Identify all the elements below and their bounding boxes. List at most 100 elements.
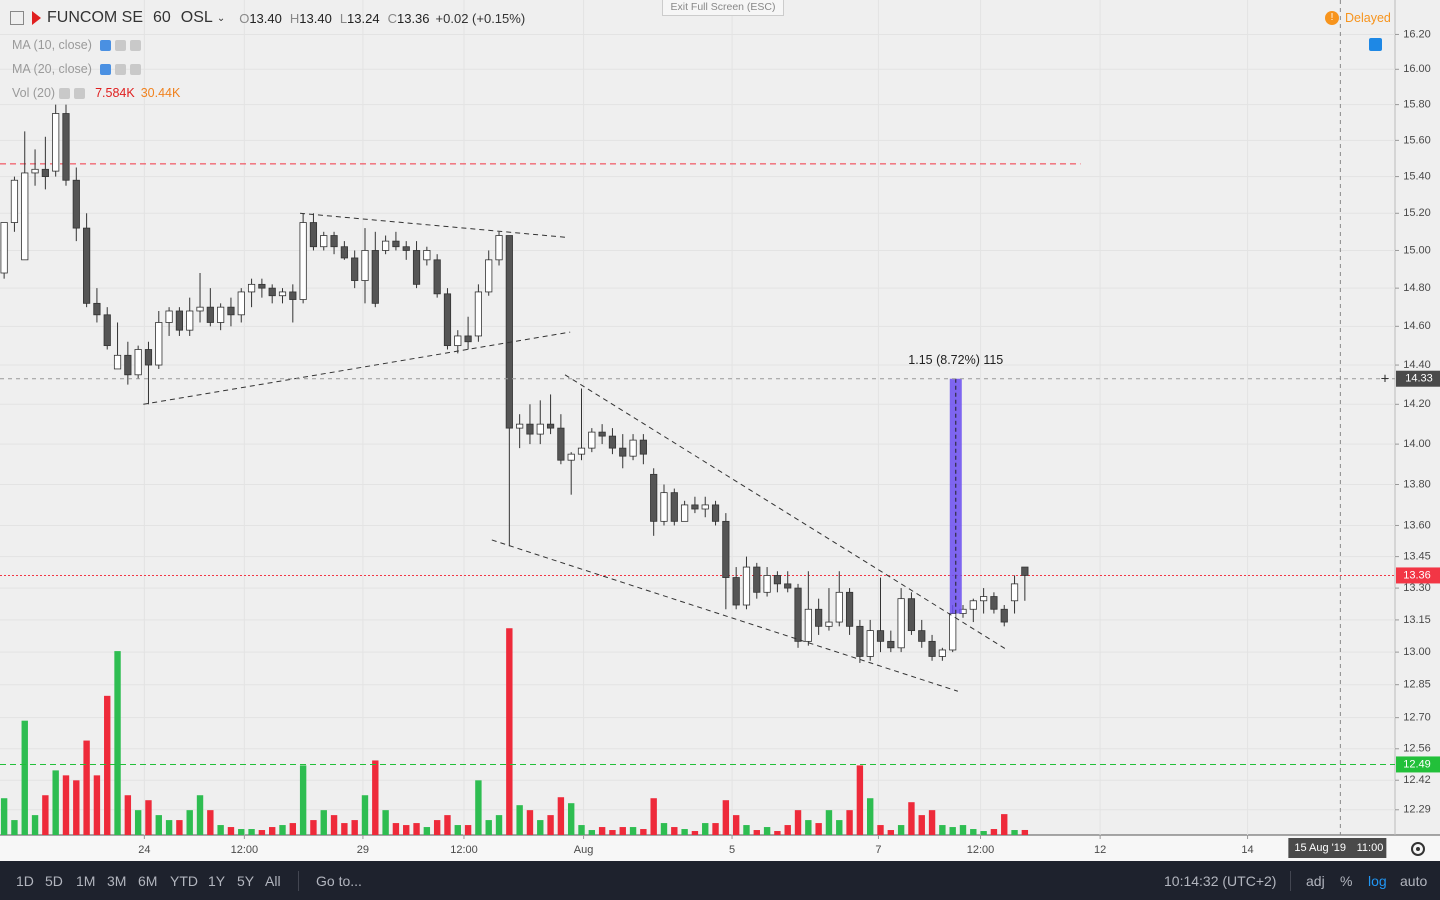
- crosshair-date: 15 Aug '19: [1294, 842, 1346, 854]
- change: +0.02 (+0.15%): [435, 10, 526, 26]
- range-button[interactable]: YTD: [170, 873, 198, 889]
- candle-body: [918, 630, 926, 642]
- volume-bar: [1011, 830, 1018, 835]
- candle-body: [485, 259, 493, 293]
- volume-bar: [52, 770, 59, 835]
- x-tick-label: 5: [729, 844, 735, 856]
- settings-icon[interactable]: [1411, 842, 1425, 856]
- scale-option[interactable]: auto: [1400, 873, 1428, 889]
- candle-body: [928, 640, 936, 657]
- price-lines: [0, 163, 1395, 765]
- volume-bar: [268, 827, 276, 835]
- remove-icon[interactable]: [129, 39, 141, 51]
- add-alert[interactable]: +: [1381, 371, 1390, 388]
- interval[interactable]: 60: [153, 9, 171, 26]
- settings-icon[interactable]: [114, 63, 126, 75]
- candle-body: [907, 598, 916, 632]
- candle-body: [505, 235, 513, 429]
- candle-body: [361, 250, 369, 281]
- candle-body: [423, 250, 431, 261]
- candle-body: [196, 306, 204, 312]
- collapse-icon[interactable]: [10, 11, 24, 25]
- scale-option[interactable]: log: [1368, 873, 1387, 889]
- volume-bar: [784, 825, 791, 835]
- volume-bar: [155, 815, 162, 835]
- candle-body: [1021, 566, 1029, 576]
- compare-icon[interactable]: [1369, 38, 1382, 51]
- volume-bar: [176, 820, 183, 835]
- ohlc-key: H: [289, 10, 300, 26]
- volume-bar: [444, 815, 451, 835]
- goto-button[interactable]: Go to...: [316, 873, 362, 889]
- candle-body: [83, 227, 91, 304]
- exit-fullscreen[interactable]: Exit Full Screen (ESC): [662, 0, 784, 16]
- range-button[interactable]: 5Y: [237, 873, 255, 889]
- settings-icon[interactable]: [114, 39, 126, 51]
- range-button[interactable]: 1Y: [208, 873, 226, 889]
- scale-option[interactable]: adj: [1306, 873, 1325, 889]
- candle-body: [567, 453, 575, 461]
- candle-body: [835, 591, 843, 623]
- volume-bar: [949, 827, 956, 835]
- range-button[interactable]: 1D: [16, 873, 34, 889]
- volume-bar: [495, 815, 503, 835]
- volume-bar: [578, 825, 585, 835]
- candle-body: [382, 240, 390, 251]
- candle-body: [113, 354, 122, 370]
- candle-body: [247, 283, 256, 293]
- volume-bar: [93, 775, 101, 835]
- volume-bar: [753, 830, 760, 835]
- candle-body: [320, 235, 328, 248]
- x-tick-label: 7: [875, 844, 881, 856]
- symbol-header: FUNCOM SE 60 OSL ⌄ O 13.40 H 13.40 L 13.24 C 13…: [10, 9, 525, 27]
- candle-body: [526, 423, 534, 435]
- grid: [0, 0, 1395, 835]
- candle-body: [443, 293, 452, 347]
- remove-icon[interactable]: [129, 63, 141, 75]
- y-tick-label: 14.60: [1403, 320, 1431, 332]
- volume-bar: [918, 815, 925, 835]
- candle-body: [681, 504, 689, 522]
- delayed-status: ! Delayed: [1325, 11, 1391, 25]
- candle-body: [227, 306, 235, 316]
- candle-body: [21, 172, 29, 261]
- ohlc-key: C: [387, 10, 397, 26]
- candle-body: [691, 504, 699, 510]
- candle-body: [763, 575, 771, 593]
- x-tick-label: 12:00: [967, 844, 995, 856]
- visibility-icon[interactable]: [99, 63, 111, 75]
- price-label: 13.36: [1403, 569, 1431, 581]
- range-button[interactable]: 3M: [107, 873, 127, 889]
- candle-body: [557, 427, 565, 461]
- volume-bar: [227, 827, 235, 835]
- volume-bar: [392, 823, 400, 835]
- range-button[interactable]: 5D: [45, 873, 63, 889]
- candle-body: [619, 447, 627, 457]
- volume-bar: [805, 820, 812, 835]
- volume-bar: [165, 820, 173, 835]
- symbol[interactable]: FUNCOM SE: [47, 9, 143, 26]
- scale-option[interactable]: %: [1340, 873, 1353, 889]
- range-button[interactable]: 6M: [138, 873, 158, 889]
- indicator-name[interactable]: MA (20, close): [12, 62, 92, 76]
- candle-body: [650, 473, 658, 522]
- indicator-name[interactable]: Vol (20): [12, 86, 56, 100]
- candle-body: [433, 259, 441, 295]
- visibility-icon[interactable]: [99, 39, 111, 51]
- candle-body: [217, 306, 225, 323]
- volume-bar: [83, 740, 90, 835]
- y-tick-label: 14.80: [1403, 282, 1431, 294]
- time-axis-bg: [0, 835, 1440, 861]
- volume-bar: [372, 760, 379, 835]
- settings-icon[interactable]: [59, 87, 71, 99]
- volume-bar: [186, 810, 193, 835]
- exchange[interactable]: OSL: [180, 9, 213, 26]
- indicator-name[interactable]: MA (10, close): [12, 38, 92, 52]
- volume-bar: [217, 825, 224, 835]
- volume-bar: [320, 810, 327, 835]
- volume-bar: [970, 829, 977, 835]
- remove-icon[interactable]: [74, 87, 86, 99]
- range-button[interactable]: 1M: [76, 873, 96, 889]
- range-button[interactable]: All: [265, 873, 281, 889]
- candles: [0, 104, 1029, 663]
